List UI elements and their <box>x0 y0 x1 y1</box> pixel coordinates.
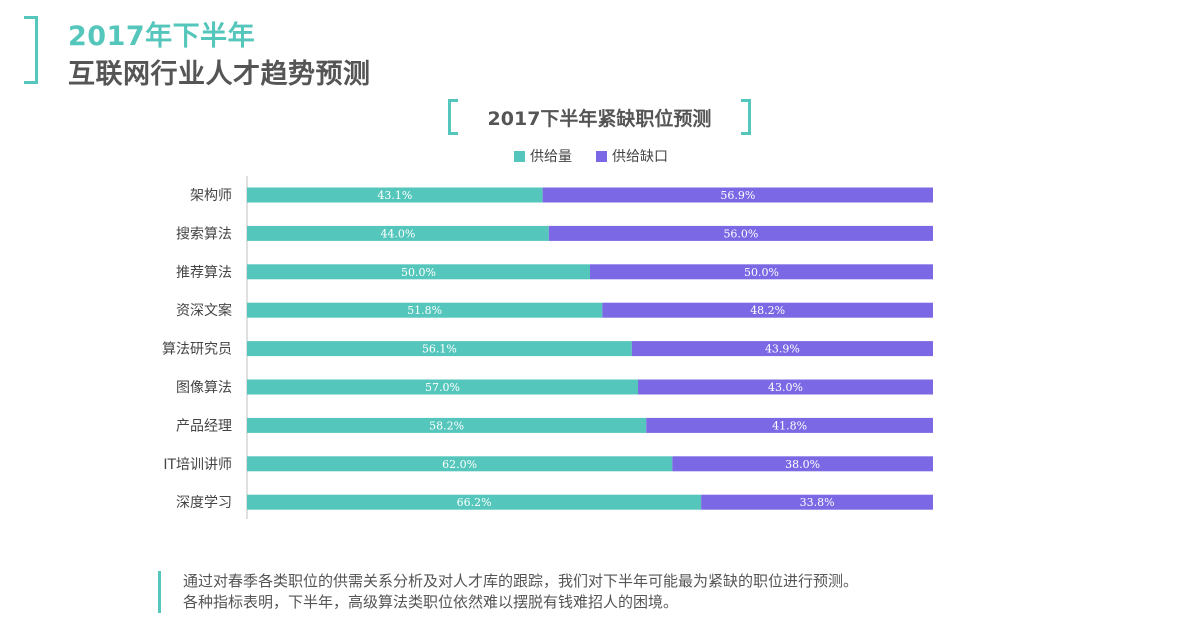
category-label: 资深文案 <box>176 302 232 319</box>
category-label: 图像算法 <box>176 380 232 396</box>
footer-line-1: 通过对春季各类职位的供需关系分析及对人才库的跟踪，我们对下半年可能最为紧缺的职位… <box>183 572 859 590</box>
data-label-gap: 43.9% <box>765 343 800 356</box>
data-label-gap: 38.0% <box>785 458 820 471</box>
header-title-main: 互联网行业人才趋势预测 <box>68 59 371 90</box>
header-title-year: 2017年下半年 <box>68 21 256 52</box>
chart-title-container: 2017下半年紧缺职位预测 <box>448 99 751 135</box>
data-label-supply: 44.0% <box>380 227 415 240</box>
chart-legend: 供给量 供给缺口 <box>514 146 668 166</box>
category-label: IT培训讲师 <box>163 457 232 473</box>
chart-title-bracket-right <box>741 99 751 135</box>
legend-item-supply: 供给量 <box>514 146 572 166</box>
data-label-gap: 33.8% <box>800 496 835 509</box>
category-label: 深度学习 <box>176 495 232 511</box>
data-label-gap: 48.2% <box>750 304 785 317</box>
data-label-gap: 56.0% <box>723 227 758 240</box>
bar-supply <box>247 187 543 203</box>
bar-gap <box>542 187 933 203</box>
bar-supply <box>247 456 673 472</box>
bar-gap <box>646 417 933 433</box>
bar-supply <box>247 417 647 433</box>
footer-text: 通过对春季各类职位的供需关系分析及对人才库的跟踪，我们对下半年可能最为紧缺的职位… <box>183 571 858 613</box>
data-label-supply: 43.1% <box>377 189 412 202</box>
bar-supply <box>247 494 702 510</box>
data-label-gap: 56.9% <box>720 189 755 202</box>
data-label-supply: 51.8% <box>407 304 442 317</box>
category-label: 架构师 <box>190 188 232 204</box>
data-label-gap: 41.8% <box>772 419 807 432</box>
chart-title: 2017下半年紧缺职位预测 <box>487 108 712 130</box>
footer-line-2: 各种指标表明，下半年，高级算法类职位依然难以摆脱有钱难招人的困境。 <box>183 593 679 611</box>
bar-gap <box>590 264 933 280</box>
bar-gap <box>631 341 933 357</box>
legend-item-gap: 供给缺口 <box>596 146 668 166</box>
header-bracket-decoration <box>24 16 38 84</box>
chart-title-bracket-left <box>448 99 458 135</box>
bar-gap <box>548 225 933 241</box>
category-label: 算法研究员 <box>162 342 232 358</box>
data-label-supply: 50.0% <box>401 266 436 279</box>
legend-label-gap: 供给缺口 <box>612 149 668 165</box>
data-label-supply: 58.2% <box>429 419 464 432</box>
category-label: 推荐算法 <box>176 265 232 281</box>
category-label: 搜索算法 <box>176 225 232 242</box>
bar-supply <box>247 379 639 395</box>
bar-gap <box>638 379 933 395</box>
data-label-supply: 66.2% <box>457 496 492 509</box>
bar-gap <box>602 302 933 318</box>
data-label-supply: 56.1% <box>422 343 457 356</box>
bar-gap <box>701 494 933 510</box>
legend-label-supply: 供给量 <box>530 149 572 165</box>
data-label-gap: 50.0% <box>744 266 779 279</box>
legend-swatch-supply <box>514 150 525 162</box>
bar-supply <box>247 341 632 357</box>
data-label-supply: 57.0% <box>425 381 460 394</box>
legend-swatch-gap <box>596 150 607 162</box>
bar-supply <box>247 264 590 280</box>
data-label-supply: 62.0% <box>442 458 477 471</box>
data-label-gap: 43.0% <box>768 381 803 394</box>
footer-accent-bar <box>158 571 161 613</box>
bar-supply <box>247 302 603 318</box>
category-label: 产品经理 <box>176 418 232 434</box>
bar-gap <box>672 456 933 472</box>
bar-supply <box>247 225 549 241</box>
